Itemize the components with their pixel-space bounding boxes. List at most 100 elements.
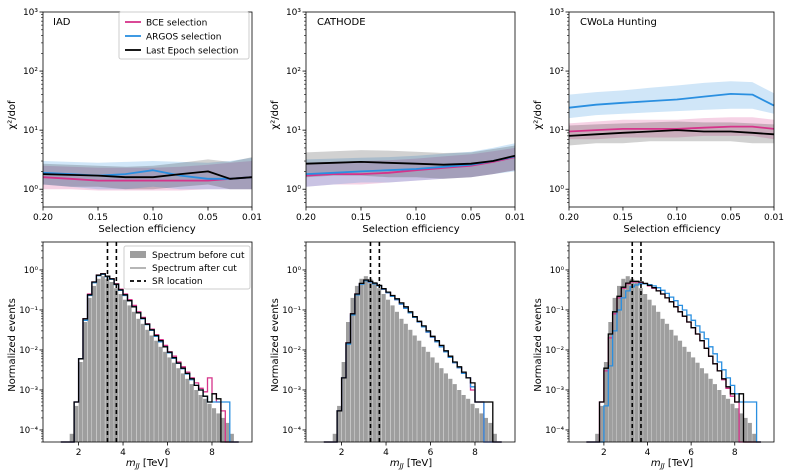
y-tick-label: 10⁻³ <box>282 386 301 396</box>
bar-before-cut <box>163 351 168 442</box>
bar-before-cut <box>651 305 656 442</box>
line-last-epoch-selection <box>568 129 775 137</box>
bar-before-cut <box>354 285 359 442</box>
x-tick-label: 0.01 <box>242 213 262 223</box>
bar-before-cut <box>691 357 696 442</box>
bar-before-cut <box>660 318 665 442</box>
bar-before-cut <box>123 299 128 442</box>
bar-before-cut <box>105 278 110 442</box>
bar-before-cut <box>492 433 497 442</box>
x-tick-label: 8 <box>732 448 738 458</box>
bar-before-cut <box>145 329 150 442</box>
bar-before-cut <box>412 335 417 442</box>
y-axis-label-top-right: χ²/dof <box>533 100 544 130</box>
x-axis-label-top-middle: Selection efficiency <box>362 224 459 235</box>
panel-bottom-left-plot: 2 4 6 8 10⁻⁴ 10⁻³ 10⁻² 10⁻¹ 10⁰ <box>19 241 253 458</box>
bar-before-cut <box>78 362 83 442</box>
bar-before-cut <box>466 398 471 442</box>
bar-before-cut <box>443 373 448 442</box>
bar-before-cut <box>154 340 159 442</box>
bar-before-cut <box>167 357 172 442</box>
panel-bottom-left: 2 4 6 8 10⁻⁴ 10⁻³ 10⁻² 10⁻¹ 10⁰ Spectrum before … <box>7 241 253 470</box>
y-tick-label: 10⁻¹ <box>545 306 564 316</box>
bar-before-cut <box>394 311 399 442</box>
y-tick-label: 10³ <box>23 8 38 18</box>
bar-before-cut <box>377 288 382 442</box>
bar-before-cut <box>127 305 132 442</box>
x-axis-label-bottom-middle: mJJ [TeV] <box>390 458 432 470</box>
bar-before-cut <box>74 405 79 442</box>
x-tick-label: 0.10 <box>143 213 163 223</box>
y-tick-label: 10⁰ <box>286 185 301 195</box>
bar-before-cut <box>479 413 484 442</box>
y-tick-label: 10² <box>549 67 564 77</box>
step-last-epoch-selection <box>323 279 502 443</box>
bar-before-cut <box>100 276 105 442</box>
bar-before-cut <box>332 433 337 442</box>
x-tick-label: 6 <box>428 448 434 458</box>
bar-before-cut <box>386 299 391 442</box>
panel-bottom-right-plot: 2 4 6 8 10⁻⁴ 10⁻³ 10⁻² 10⁻¹ 10⁰ <box>545 241 775 458</box>
bar-before-cut <box>483 417 488 442</box>
x-tick-label: 6 <box>165 448 171 458</box>
bar-before-cut <box>461 395 466 442</box>
legend-last-label: Last Epoch selection <box>146 47 238 57</box>
bar-before-cut <box>739 413 744 442</box>
bar-before-cut <box>612 297 617 442</box>
bar-before-cut <box>185 378 190 442</box>
bar-before-cut <box>229 433 234 442</box>
bar-before-cut <box>216 413 221 442</box>
panel-title-cwola: CWoLa Hunting <box>580 17 657 28</box>
panel-top-right-plot: 0.20 0.15 0.10 0.05 0.01 10⁰ 10¹ 10² 10³ <box>549 8 784 223</box>
step-argos-selection <box>586 283 761 443</box>
x-tick-label: 0.05 <box>721 213 741 223</box>
y-tick-label: 10⁻³ <box>19 386 38 396</box>
bar-before-cut <box>372 282 377 442</box>
panel-top-middle: 0.20 0.15 0.10 0.05 0.01 10⁰ 10¹ 10² 10³ CATHODE… <box>270 8 525 235</box>
x-axis-label-top-left: Selection efficiency <box>98 224 195 235</box>
x-tick-label: 4 <box>383 448 389 458</box>
panel-top-left-plot: 0.20 0.15 0.10 0.05 0.01 10⁰ 10¹ 10² 10³ <box>23 8 262 223</box>
panel-top-right: 0.20 0.15 0.10 0.05 0.01 10⁰ 10¹ 10² 10³ CWoLa H… <box>533 8 784 235</box>
bar-before-cut <box>430 357 435 442</box>
legend-bottom-frame <box>123 245 251 290</box>
y-axis-label-top-left: χ²/dof <box>7 100 18 130</box>
bar-before-cut <box>83 322 88 442</box>
bar-before-cut <box>643 294 648 442</box>
plot-frame <box>568 241 775 443</box>
bar-before-cut <box>470 403 475 442</box>
y-tick-label: 10¹ <box>549 126 564 136</box>
panel-bottom-right: 2 4 6 8 10⁻⁴ 10⁻³ 10⁻² 10⁻¹ 10⁰ Normalized event… <box>533 241 775 470</box>
x-tick-label: 2 <box>601 448 607 458</box>
bar-before-cut <box>189 384 194 442</box>
x-tick-label: 0.15 <box>88 213 108 223</box>
bar-before-cut <box>717 390 722 442</box>
bar-before-cut <box>368 278 373 442</box>
bar-before-cut <box>346 322 351 442</box>
bar-before-cut <box>747 422 752 442</box>
plot-frame <box>568 11 775 208</box>
bar-before-cut <box>158 346 163 442</box>
bar-before-cut <box>69 433 74 442</box>
bar-before-cut <box>207 403 212 442</box>
bar-before-cut <box>172 362 177 442</box>
y-tick-label: 10⁻⁴ <box>19 426 38 436</box>
panel-bottom-middle: 2 4 6 8 10⁻⁴ 10⁻³ 10⁻² 10⁻¹ 10⁰ Normalized event… <box>270 241 516 470</box>
bar-before-cut <box>359 278 364 442</box>
y-tick-label: 10⁰ <box>549 185 564 195</box>
step-last-epoch-selection <box>60 273 239 443</box>
y-tick-label: 10³ <box>286 8 301 18</box>
bar-before-cut <box>176 368 181 442</box>
y-tick-label: 10⁻² <box>545 346 564 356</box>
x-axis-label-bottom-right: mJJ [TeV] <box>651 458 693 470</box>
y-tick-label: 10⁰ <box>23 185 38 195</box>
bar-before-cut <box>337 405 342 442</box>
bar-before-cut <box>730 403 735 442</box>
bar-before-cut <box>96 278 101 442</box>
bar-before-cut <box>595 433 600 442</box>
bar-before-cut <box>87 297 92 442</box>
x-tick-label: 4 <box>645 448 651 458</box>
x-tick-label: 6 <box>688 448 694 458</box>
x-tick-label: 0.15 <box>613 213 633 223</box>
